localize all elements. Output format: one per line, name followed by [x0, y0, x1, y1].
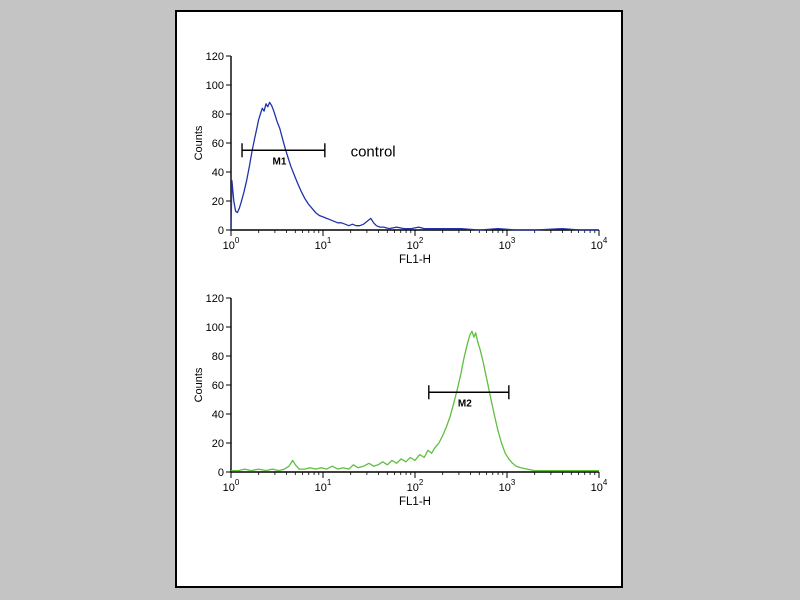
axis-lines — [230, 56, 599, 231]
y-axis-tick-label: 120 — [206, 293, 224, 305]
gate-marker-label: M2 — [458, 398, 472, 409]
y-axis-tick-label: 0 — [218, 225, 224, 237]
gate-marker-label: M1 — [272, 156, 286, 167]
x-axis-title: FL1-H — [399, 496, 431, 508]
histogram-curve — [231, 330, 599, 472]
x-axis-tick-label: 104 — [591, 236, 608, 252]
flow-histogram-control-chart: 0 20 40 60 80 100 120 100 101 102 103 104 FL1-H Count… — [193, 51, 608, 266]
y-axis-tick-label: 100 — [206, 80, 224, 92]
histogram-curve — [230, 101, 599, 231]
x-axis-tick-label: 103 — [499, 478, 516, 494]
x-axis-tick-label: 102 — [407, 478, 424, 494]
y-axis-tick-label: 60 — [212, 380, 224, 392]
x-axis-tick-label: 100 — [223, 236, 240, 252]
figure-panel: 0 20 40 60 80 100 120 100 101 102 103 104 FL1-H Count… — [175, 10, 623, 588]
y-axis-tick-label: 40 — [212, 409, 224, 421]
y-axis-tick-label: 80 — [212, 351, 224, 363]
x-axis-tick-label: 102 — [407, 236, 424, 252]
y-axis-title: Counts — [193, 125, 205, 160]
y-axis-tick-label: 120 — [206, 51, 224, 63]
y-axis-tick-label: 20 — [212, 438, 224, 450]
axis-lines — [230, 298, 599, 473]
y-axis-tick-label: 60 — [212, 138, 224, 150]
y-axis-tick-label: 40 — [212, 167, 224, 179]
flow-histogram-stained-chart: 0 20 40 60 80 100 120 100 101 102 103 104 FL1-H Count… — [193, 293, 608, 508]
x-axis-title: FL1-H — [399, 254, 431, 266]
x-axis-tick-label: 101 — [315, 236, 332, 252]
y-axis-tick-label: 0 — [218, 467, 224, 479]
x-axis-tick-label: 100 — [223, 478, 240, 494]
x-axis-tick-label: 103 — [499, 236, 516, 252]
annotation-text: control — [351, 144, 396, 161]
x-axis-tick-label: 104 — [591, 478, 608, 494]
y-axis-tick-label: 100 — [206, 322, 224, 334]
y-axis-tick-label: 20 — [212, 196, 224, 208]
y-axis-tick-label: 80 — [212, 109, 224, 121]
y-axis-title: Counts — [193, 367, 205, 402]
x-axis-tick-label: 101 — [315, 478, 332, 494]
